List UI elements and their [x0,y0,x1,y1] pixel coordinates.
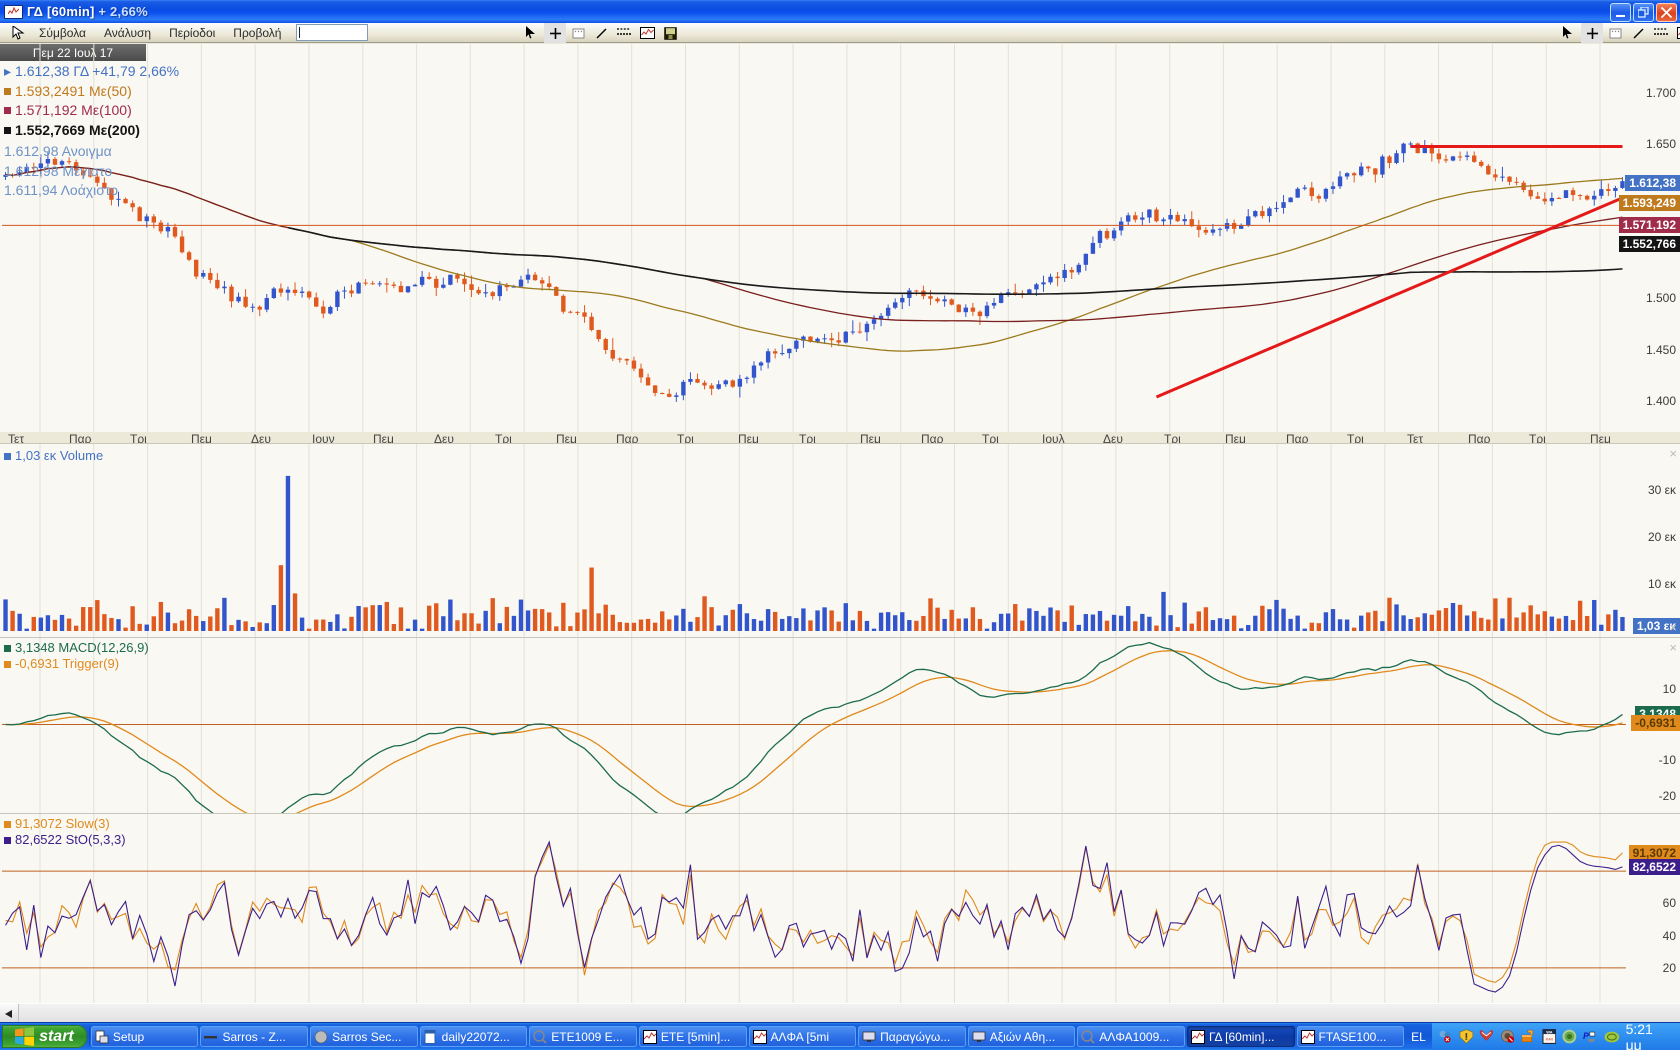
svg-text:RAR: RAR [1545,1037,1553,1041]
svg-text:WA: WA [1546,1029,1552,1034]
